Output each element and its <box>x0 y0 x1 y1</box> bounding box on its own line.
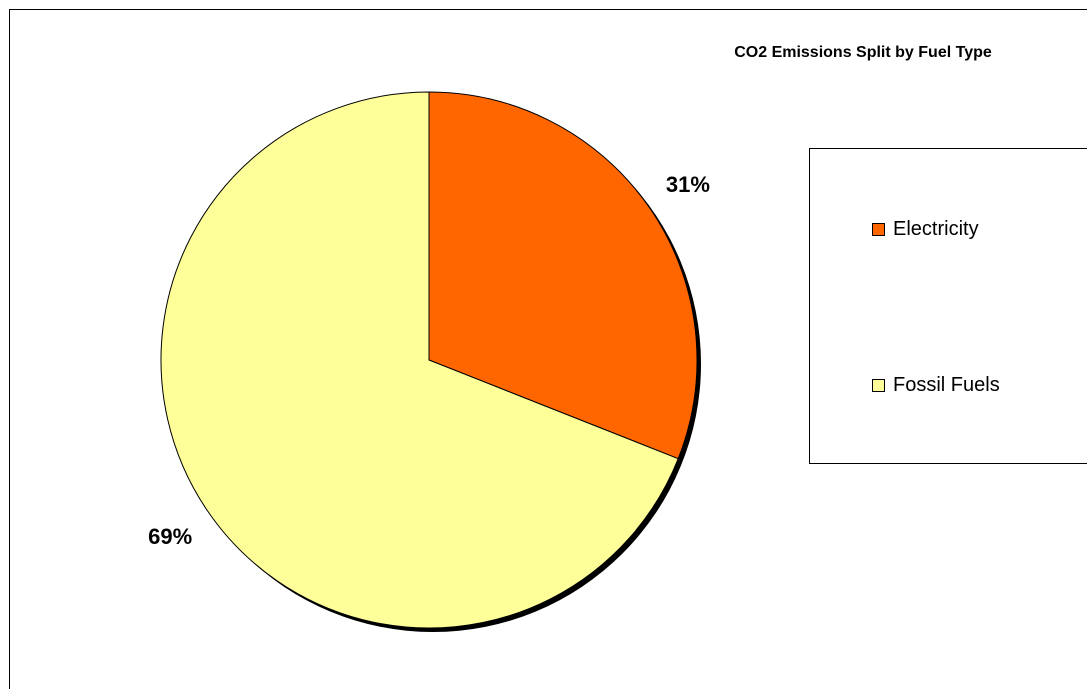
legend-item-fossil-fuels: Fossil Fuels <box>872 373 1000 397</box>
legend-swatch-electricity <box>872 222 885 236</box>
pie-slice-electricity <box>428 91 698 460</box>
chart-frame <box>9 9 1087 689</box>
chart-area: CO2 Emissions Split by Fuel Type 31% 69% … <box>9 9 1087 689</box>
pie-chart: 31% 69% <box>148 91 710 632</box>
legend: Electricity Fossil Fuels <box>809 148 1087 464</box>
pie-labels: 31% 69% <box>148 172 710 549</box>
data-label-electricity: 31% <box>666 172 710 197</box>
pie-slice-fossil-fuels <box>160 91 679 629</box>
legend-item-electricity: Electricity <box>872 217 979 241</box>
pie-slices <box>160 91 698 629</box>
legend-label-fossil-fuels: Fossil Fuels <box>893 373 1000 396</box>
data-label-fossil-fuels: 69% <box>148 524 192 549</box>
legend-swatch-fossil-fuels <box>872 378 885 392</box>
legend-label-electricity: Electricity <box>893 217 979 240</box>
chart-title: CO2 Emissions Split by Fuel Type <box>734 44 992 61</box>
